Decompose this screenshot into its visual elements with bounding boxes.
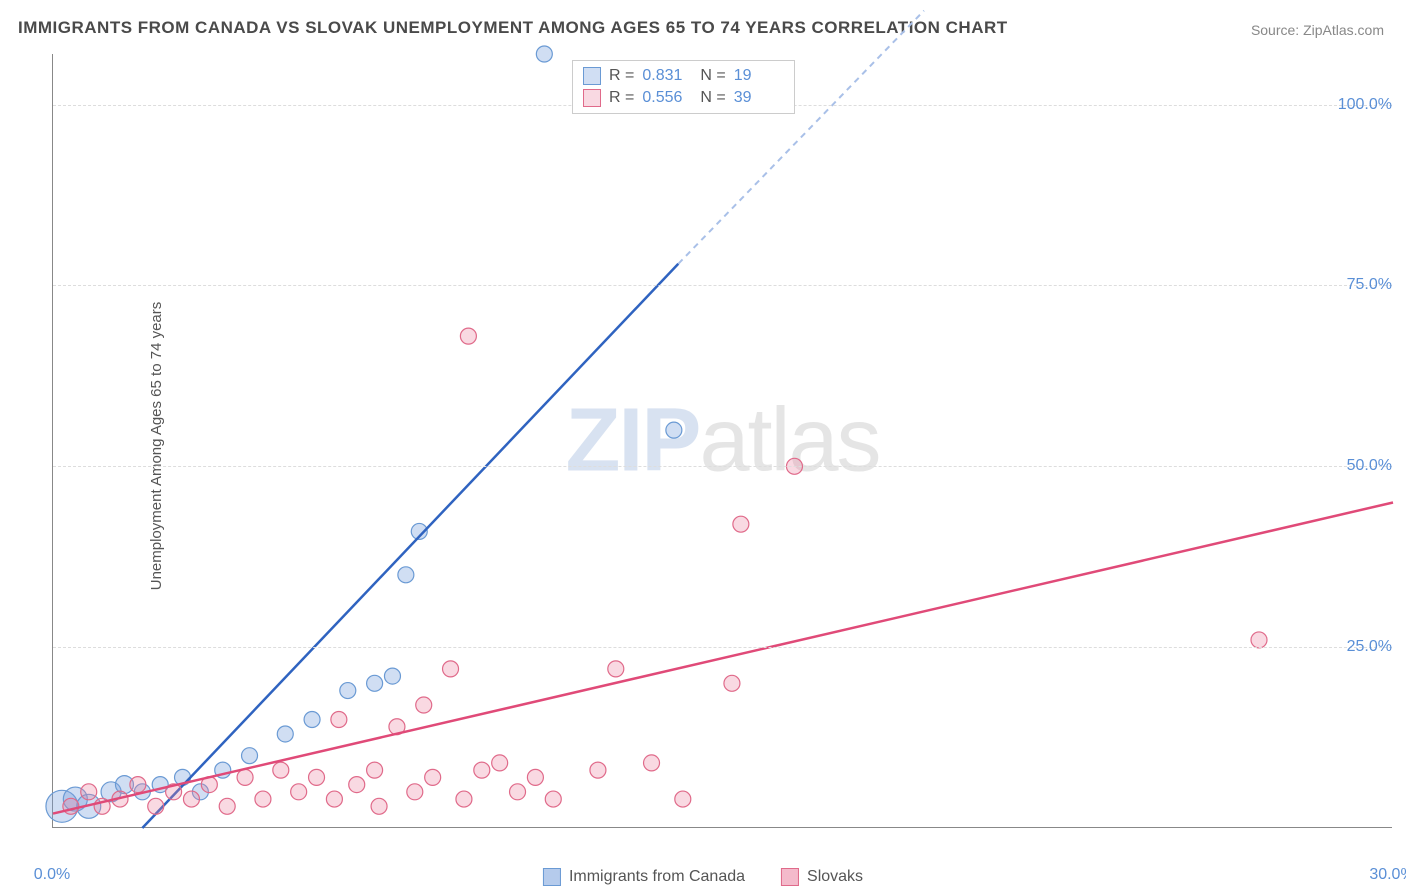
data-point [304, 711, 320, 727]
gridline [53, 285, 1392, 286]
series-legend-item: Immigrants from Canada [543, 868, 745, 886]
stat-n-label: N = [700, 67, 725, 85]
data-point [367, 762, 383, 778]
data-point [309, 769, 325, 785]
data-point [590, 762, 606, 778]
x-tick-label: 30.0% [1369, 866, 1406, 884]
data-point [331, 711, 347, 727]
chart-title: IMMIGRANTS FROM CANADA VS SLOVAK UNEMPLO… [18, 18, 1008, 38]
stat-r-label: R = [609, 89, 634, 107]
stats-legend-row: R = 0.556 N = 39 [583, 87, 784, 109]
data-point [273, 762, 289, 778]
data-point [326, 791, 342, 807]
series-legend-label: Immigrants from Canada [569, 868, 745, 886]
y-tick-label: 25.0% [1347, 638, 1392, 656]
gridline [53, 647, 1392, 648]
data-point [443, 661, 459, 677]
trend-line [53, 502, 1393, 813]
data-point [644, 755, 660, 771]
plot-area: ZIPatlas [52, 54, 1392, 828]
data-point [460, 328, 476, 344]
data-point [277, 726, 293, 742]
data-point [527, 769, 543, 785]
data-point [367, 675, 383, 691]
data-point [183, 791, 199, 807]
y-tick-label: 50.0% [1347, 457, 1392, 475]
data-point [675, 791, 691, 807]
data-point [148, 798, 164, 814]
series-legend-label: Slovaks [807, 868, 863, 886]
data-point [666, 422, 682, 438]
stats-legend-row: R = 0.831 N = 19 [583, 65, 784, 87]
data-point [219, 798, 235, 814]
data-point [733, 516, 749, 532]
stat-r-value: 0.556 [642, 89, 692, 107]
data-point [492, 755, 508, 771]
data-point [456, 791, 472, 807]
stat-r-label: R = [609, 67, 634, 85]
data-point [371, 798, 387, 814]
data-point [545, 791, 561, 807]
legend-swatch [583, 89, 601, 107]
y-tick-label: 100.0% [1338, 96, 1392, 114]
series-legend-item: Slovaks [781, 868, 863, 886]
trend-line-extension [678, 11, 924, 264]
data-point [407, 784, 423, 800]
data-point [608, 661, 624, 677]
data-point [416, 697, 432, 713]
scatter-plot-svg [53, 54, 1392, 827]
data-point [242, 748, 258, 764]
trend-line [142, 264, 678, 828]
gridline [53, 466, 1392, 467]
series-legend: Immigrants from Canada Slovaks [543, 868, 863, 886]
data-point [536, 46, 552, 62]
stat-n-value: 19 [734, 67, 784, 85]
stat-n-label: N = [700, 89, 725, 107]
stat-n-value: 39 [734, 89, 784, 107]
data-point [130, 777, 146, 793]
data-point [340, 683, 356, 699]
legend-swatch [543, 868, 561, 886]
y-tick-label: 75.0% [1347, 276, 1392, 294]
data-point [291, 784, 307, 800]
data-point [425, 769, 441, 785]
data-point [255, 791, 271, 807]
stats-legend: R = 0.831 N = 19 R = 0.556 N = 39 [572, 60, 795, 114]
data-point [384, 668, 400, 684]
stat-r-value: 0.831 [642, 67, 692, 85]
data-point [474, 762, 490, 778]
data-point [237, 769, 253, 785]
data-point [510, 784, 526, 800]
data-point [81, 784, 97, 800]
source-attribution: Source: ZipAtlas.com [1251, 22, 1384, 38]
data-point [1251, 632, 1267, 648]
legend-swatch [583, 67, 601, 85]
data-point [724, 675, 740, 691]
data-point [398, 567, 414, 583]
legend-swatch [781, 868, 799, 886]
data-point [349, 777, 365, 793]
x-tick-label: 0.0% [34, 866, 70, 884]
